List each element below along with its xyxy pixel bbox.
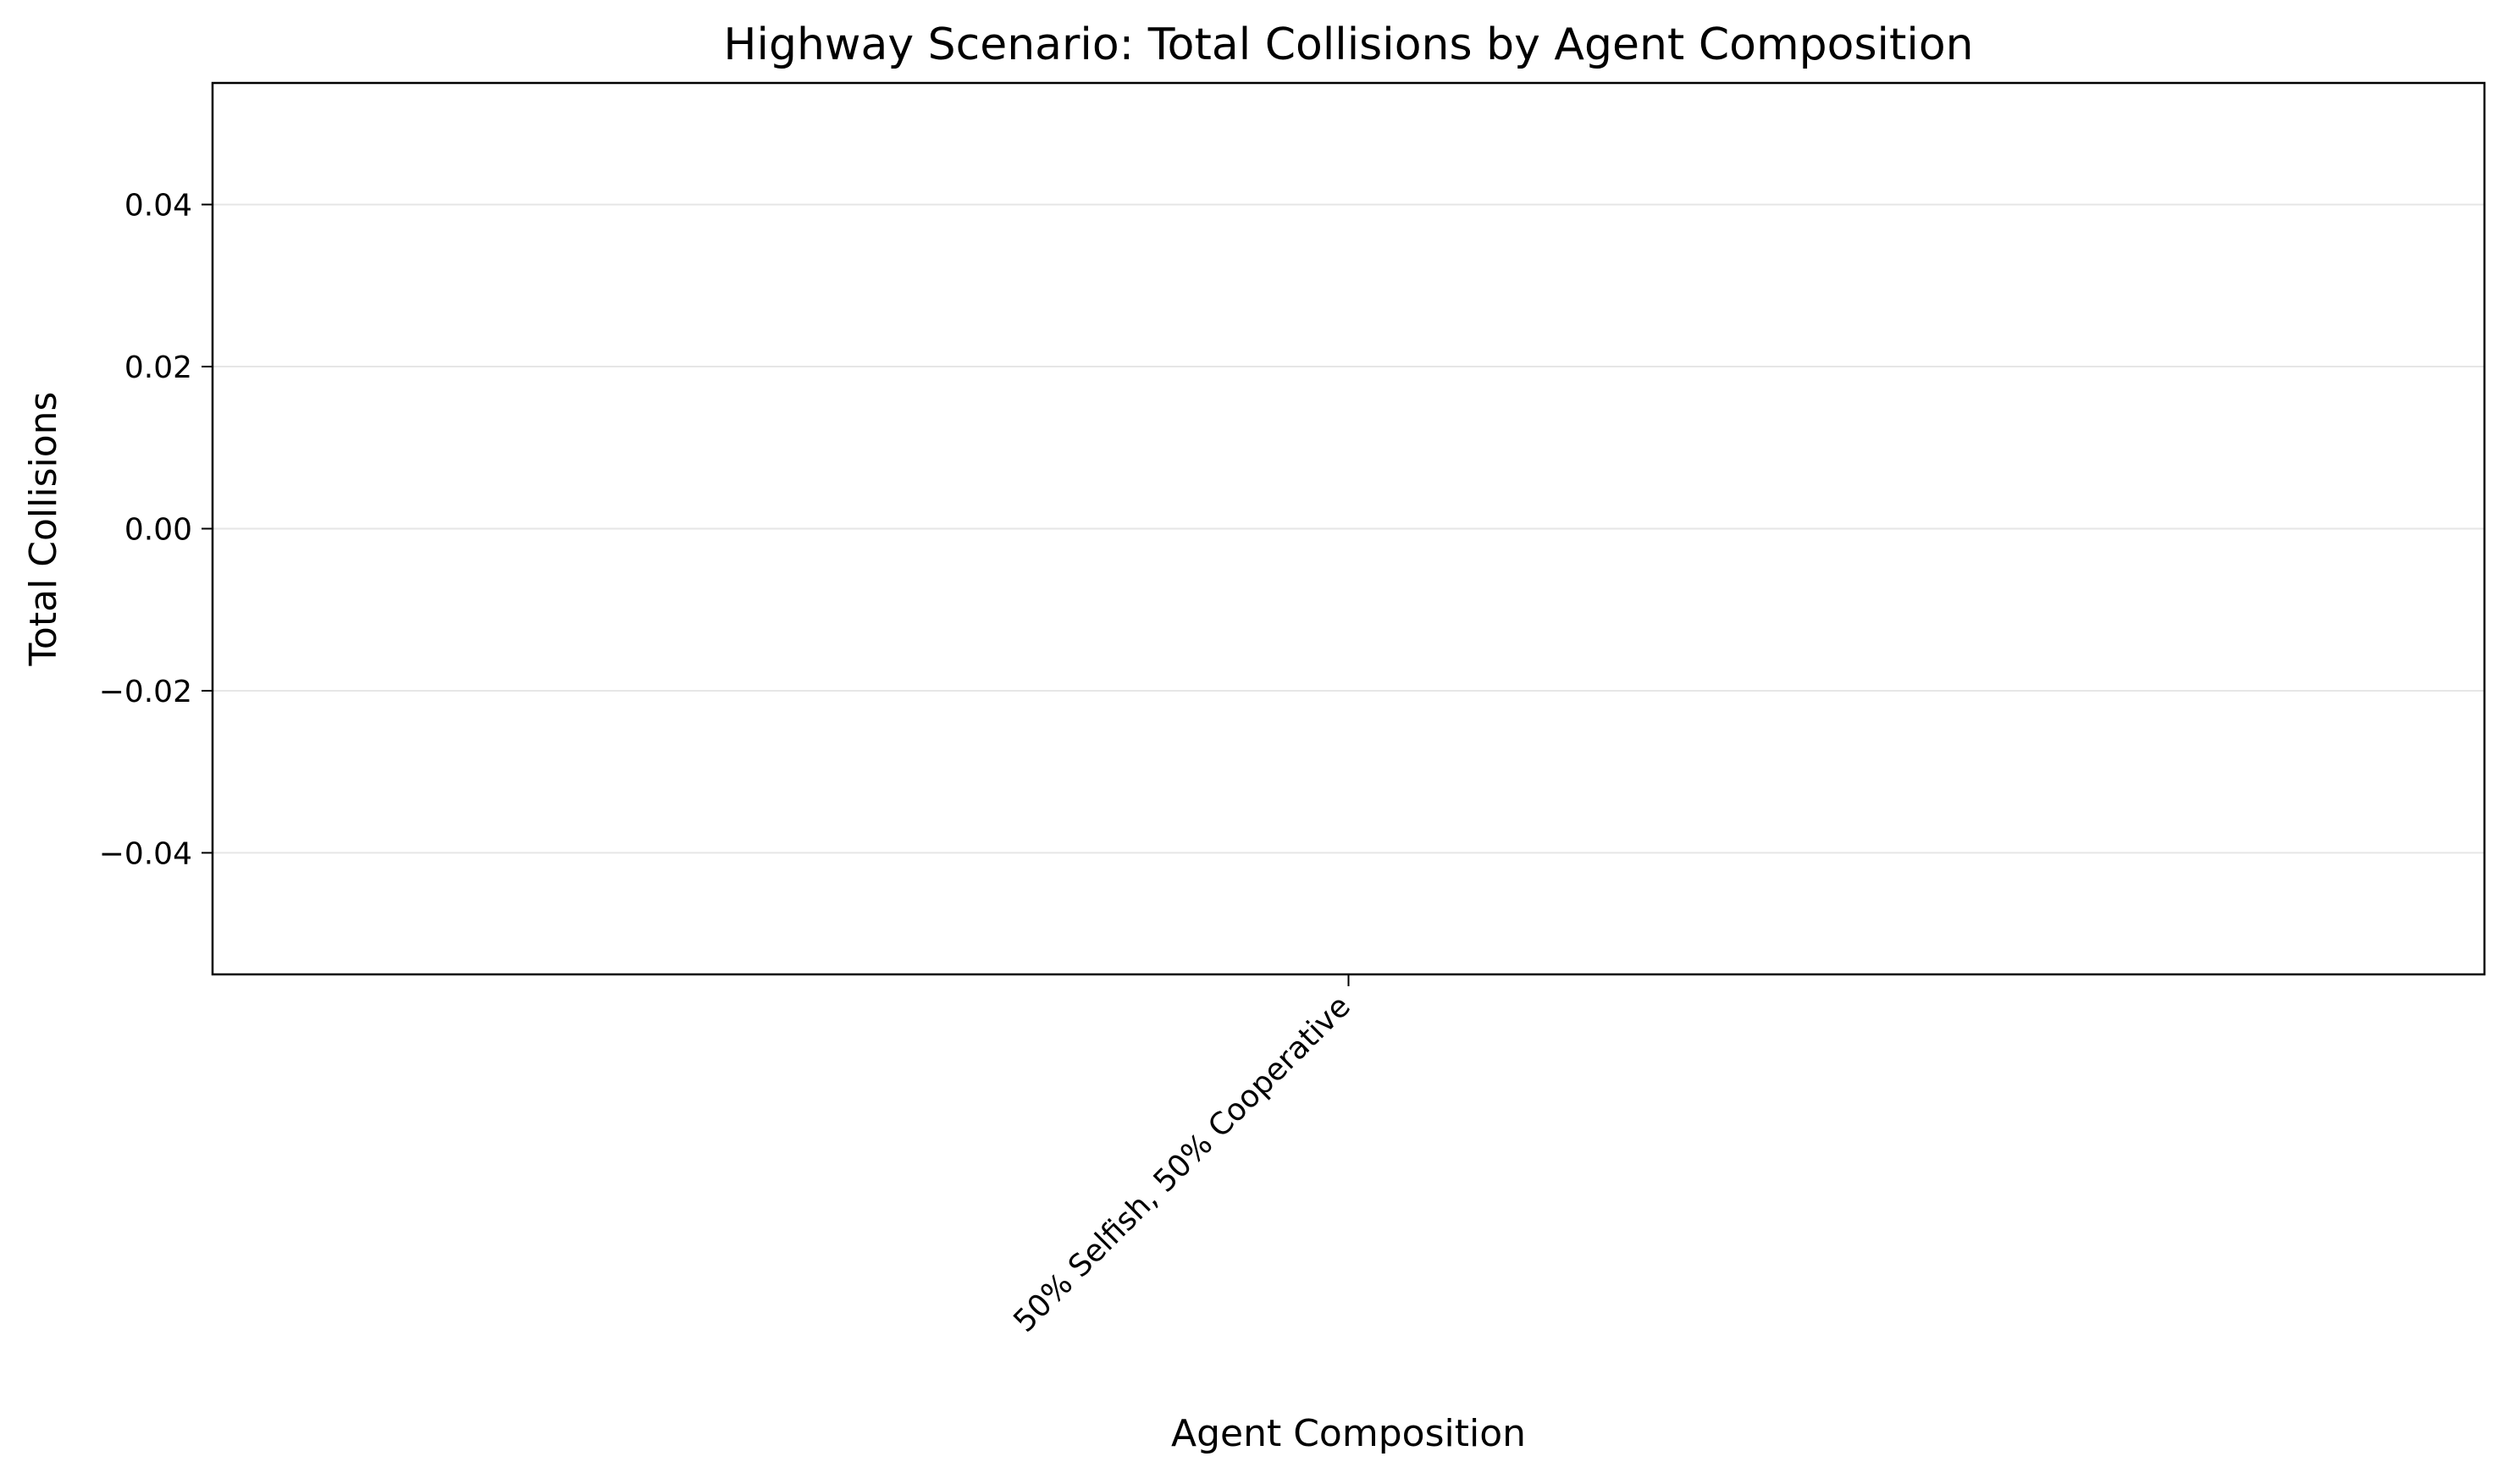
y-tick-label: 0.02 (124, 350, 192, 385)
x-axis-label: Agent Composition (1171, 1412, 1526, 1455)
y-tick-label: 0.00 (124, 513, 192, 548)
y-tick-label: −0.02 (99, 675, 192, 709)
y-tick-label: 0.04 (124, 189, 192, 223)
y-axis-label: Total Collisions (22, 392, 65, 667)
y-gridlines (213, 203, 2484, 854)
y-tick-label: −0.04 (99, 836, 192, 871)
y-axis-ticks: −0.04 −0.02 0.00 0.02 0.04 (99, 189, 213, 871)
chart-title: Highway Scenario: Total Collisions by Ag… (723, 19, 1973, 70)
